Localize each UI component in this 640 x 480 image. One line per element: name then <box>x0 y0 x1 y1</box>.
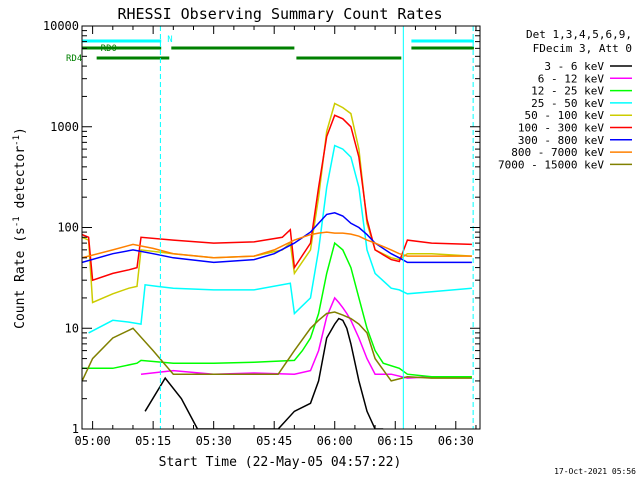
annotation-label-1: RD0 <box>101 44 117 54</box>
series-line-5 <box>82 114 472 282</box>
annotation-label-0: N <box>167 35 172 45</box>
x-tick-label-0: 05:00 <box>75 434 111 448</box>
chart-title: RHESSI Observing Summary Count Rates <box>117 5 442 23</box>
x-tick-label-6: 06:30 <box>438 434 474 448</box>
y-axis: 1 10 100 1000 10000 <box>43 19 480 436</box>
y-axis-label-sup2: -1 <box>12 135 22 146</box>
series-line-3 <box>88 144 472 334</box>
plot-frame <box>81 25 481 430</box>
y-tick-label-4: 10000 <box>43 19 79 33</box>
legend-label-3: 25 - 50 keV <box>531 97 604 110</box>
y-axis-label-main: Count Rate (s <box>13 227 28 329</box>
legend-label-4: 50 - 100 keV <box>525 109 605 122</box>
series-line-4 <box>82 102 472 304</box>
y-axis-label-mid: detector <box>13 146 28 217</box>
y-tick-label-3: 1000 <box>50 120 79 134</box>
legend-label-0: 3 - 6 keV <box>544 60 604 73</box>
x-tick-label-4: 06:00 <box>317 434 353 448</box>
legend-label-7: 800 - 7000 keV <box>511 146 604 159</box>
legend-label-5: 100 - 300 keV <box>518 122 604 135</box>
legend-header-line-2: FDecim 3, Att 0 <box>533 42 632 55</box>
y-axis-label-sup1: -1 <box>12 216 22 227</box>
series-line-2 <box>82 241 472 378</box>
x-tick-label-5: 06:15 <box>377 434 413 448</box>
y-tick-label-0: 1 <box>72 422 79 436</box>
legend-label-2: 12 - 25 keV <box>531 85 604 98</box>
legend-label-6: 300 - 800 keV <box>518 134 604 147</box>
overlay-layer: N RD0 RD4 <box>66 26 474 429</box>
series-line-6 <box>82 212 472 264</box>
legend-header-line-1: Det 1,3,4,5,6,9, <box>526 28 632 41</box>
x-axis: 05:00 05:15 05:30 05:45 06:00 06:15 06:30 <box>75 26 477 448</box>
series-line-7 <box>82 231 472 259</box>
x-tick-label-2: 05:30 <box>196 434 232 448</box>
y-tick-label-1: 10 <box>65 321 79 335</box>
y-axis-label-end: ) <box>13 127 28 135</box>
legend-label-1: 6 - 12 keV <box>538 72 605 85</box>
series-layer <box>82 102 472 429</box>
legend-label-8: 7000 - 15000 keV <box>498 158 604 171</box>
series-line-1 <box>140 296 472 379</box>
x-tick-label-1: 05:15 <box>135 434 171 448</box>
footer-date: 17-Oct-2021 05:56 <box>554 467 636 476</box>
series-line-8 <box>82 311 472 382</box>
annotation-label-2: RD4 <box>66 54 82 64</box>
y-tick-label-2: 100 <box>57 221 79 235</box>
y-axis-label: Count Rate (s-1 detector-1) <box>12 127 28 329</box>
series-line-0 <box>144 317 384 429</box>
x-tick-label-3: 05:45 <box>256 434 292 448</box>
x-axis-label: Start Time (22-May-05 04:57:22) <box>159 455 402 470</box>
legend: Det 1,3,4,5,6,9, FDecim 3, Att 0 3 - 6 k… <box>498 28 632 171</box>
